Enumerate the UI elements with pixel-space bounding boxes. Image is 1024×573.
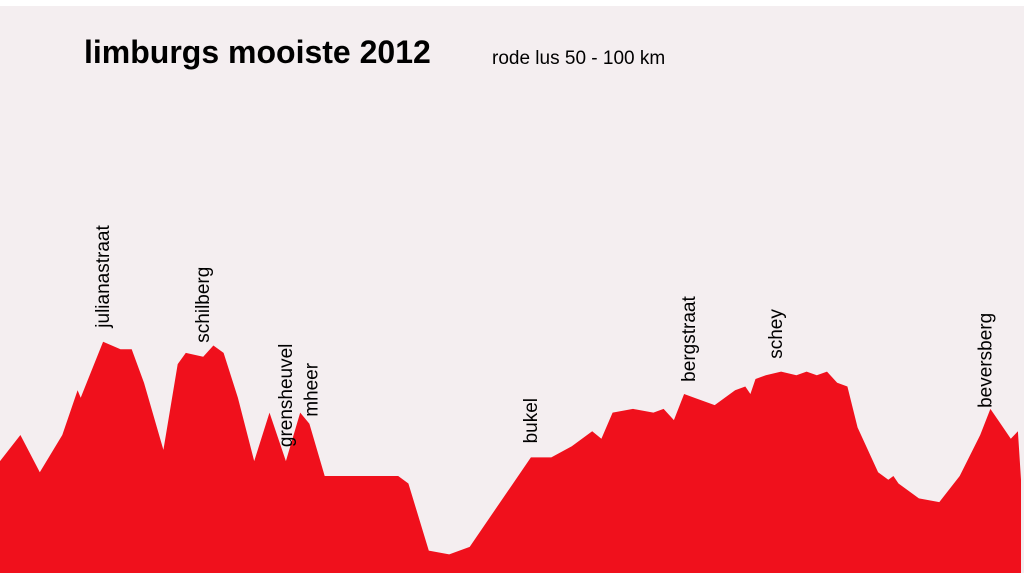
climb-label-layer: julianastraat schilberg grensheuvel mheer bu… — [93, 225, 996, 448]
climb-label: schey — [766, 309, 787, 359]
climb-label: grensheuvel — [276, 344, 297, 448]
climb-label: julianastraat — [93, 225, 114, 329]
chart-title: limburgs mooiste 2012 — [84, 34, 431, 70]
climb-label: mheer — [301, 362, 322, 417]
climb-label: schilberg — [193, 267, 214, 343]
climb-label: bukel — [521, 398, 542, 443]
climb-label: beversberg — [975, 313, 996, 408]
elevation-profile-area — [0, 341, 1021, 573]
profile-area-layer — [0, 341, 1021, 573]
climb-label: bergstraat — [679, 296, 700, 382]
chart-subtitle: rode lus 50 - 100 km — [492, 48, 666, 69]
